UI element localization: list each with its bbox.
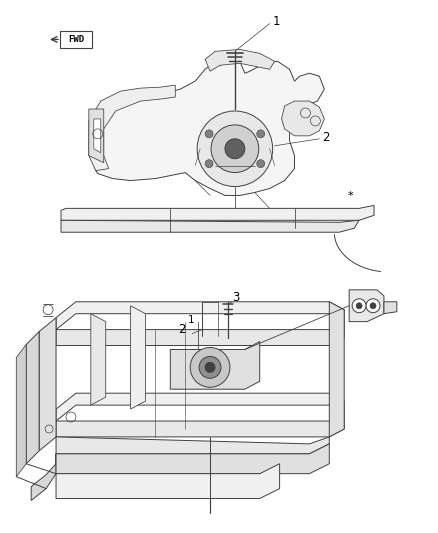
Text: FWD: FWD: [68, 35, 84, 44]
Circle shape: [211, 125, 259, 173]
Polygon shape: [349, 290, 384, 321]
Polygon shape: [39, 318, 56, 451]
Polygon shape: [26, 332, 39, 464]
Circle shape: [197, 111, 273, 187]
Polygon shape: [56, 302, 344, 329]
Polygon shape: [56, 444, 329, 474]
Circle shape: [199, 357, 221, 378]
Polygon shape: [170, 342, 260, 389]
Polygon shape: [89, 109, 104, 163]
Circle shape: [257, 160, 265, 168]
Circle shape: [257, 130, 265, 138]
Text: 2: 2: [178, 323, 186, 336]
Circle shape: [366, 299, 380, 313]
Polygon shape: [91, 314, 106, 405]
Polygon shape: [56, 321, 344, 345]
Text: 2: 2: [322, 131, 330, 144]
Circle shape: [190, 348, 230, 387]
Circle shape: [370, 303, 376, 309]
Polygon shape: [329, 302, 344, 437]
Circle shape: [356, 303, 362, 309]
Polygon shape: [16, 344, 26, 477]
Text: 3: 3: [232, 292, 240, 304]
Polygon shape: [131, 306, 145, 409]
Polygon shape: [56, 393, 344, 421]
Text: *: *: [347, 191, 353, 201]
Polygon shape: [94, 119, 101, 153]
Circle shape: [205, 362, 215, 373]
Polygon shape: [56, 464, 279, 498]
Polygon shape: [56, 437, 329, 454]
Circle shape: [205, 130, 213, 138]
Text: 1: 1: [273, 15, 280, 28]
Polygon shape: [384, 302, 397, 314]
Polygon shape: [91, 58, 324, 196]
Text: 1: 1: [187, 314, 194, 325]
Polygon shape: [56, 413, 344, 437]
Circle shape: [352, 299, 366, 313]
Polygon shape: [282, 101, 324, 136]
Circle shape: [205, 160, 213, 168]
Polygon shape: [61, 205, 374, 220]
Polygon shape: [61, 220, 359, 232]
FancyBboxPatch shape: [60, 30, 92, 49]
Polygon shape: [31, 454, 56, 500]
Polygon shape: [89, 85, 175, 171]
Polygon shape: [205, 50, 275, 71]
Circle shape: [225, 139, 245, 159]
